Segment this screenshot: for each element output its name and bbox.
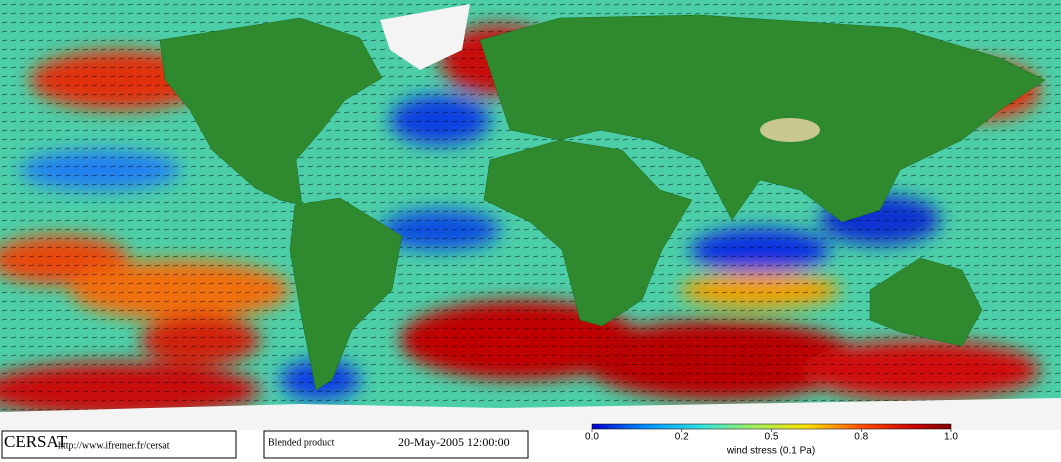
ice — [0, 4, 1061, 430]
colorbar-tick-label: 0.2 — [675, 432, 689, 443]
colorbar — [591, 423, 952, 430]
logo-box — [1, 430, 237, 459]
land — [159, 14, 1046, 391]
colorbar-tick-label: 0.5 — [765, 432, 779, 443]
logo: CERSAT — [4, 432, 68, 451]
colorbar-tick-label: 1.0 — [944, 432, 958, 443]
colorbar-tick-label: 0.0 — [585, 432, 599, 443]
product-box — [263, 430, 529, 459]
product: Blended product — [268, 437, 335, 448]
colorbar-label: wind stress (0.1 Pa) — [726, 446, 815, 457]
date: 20-May-2005 12:00:00 — [398, 435, 510, 449]
url: http://www.ifremer.fr/cersat — [58, 440, 170, 451]
colorbar-tick-label: 0.8 — [854, 432, 868, 443]
